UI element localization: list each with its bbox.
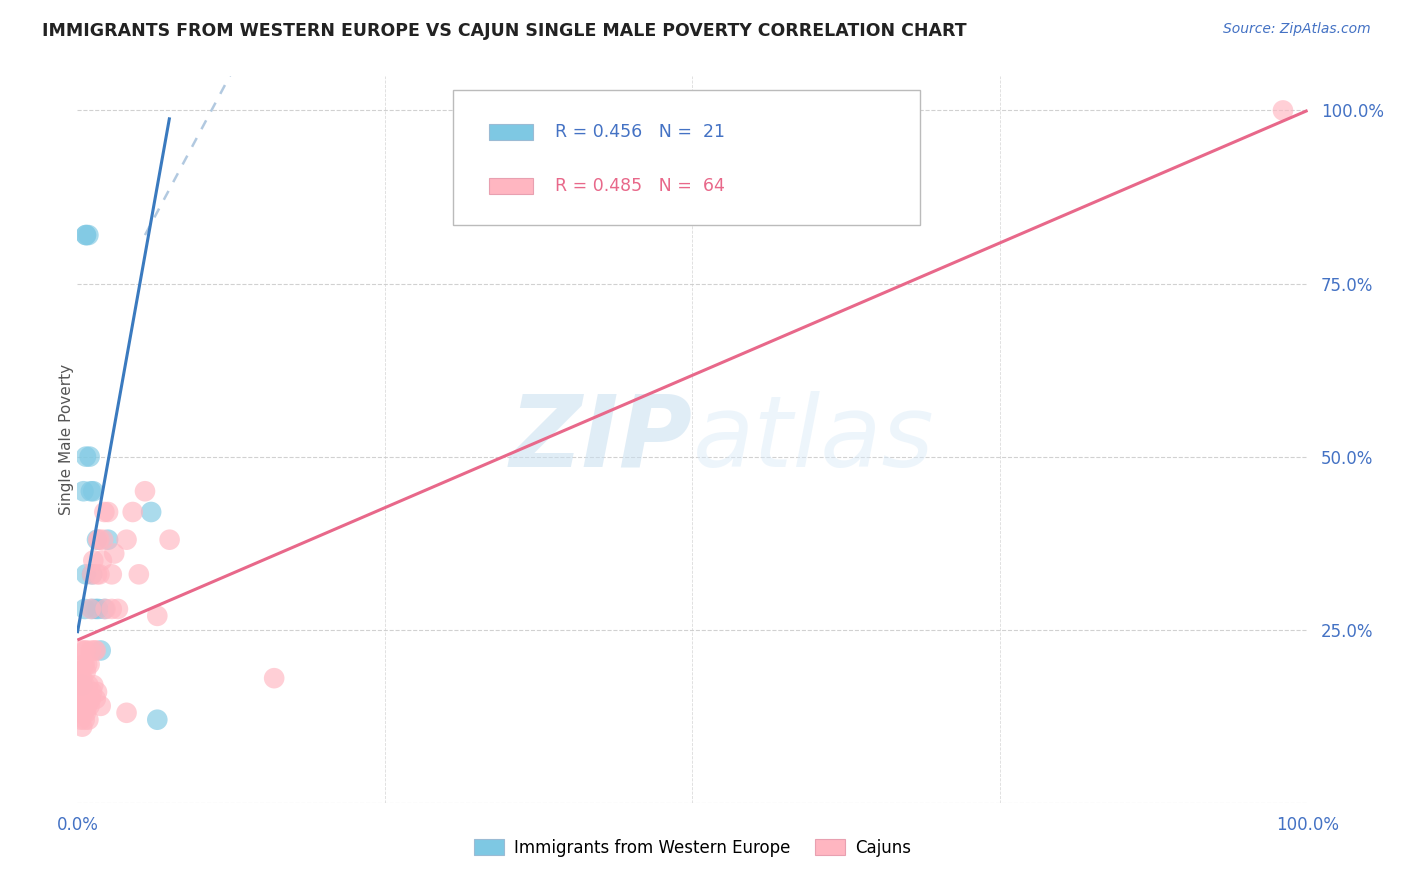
Point: [86, 685, 108, 699]
Point: [75, 665, 97, 679]
Point: [73, 713, 96, 727]
Text: R = 0.485   N =  64: R = 0.485 N = 64: [555, 177, 724, 194]
Point: [69, 706, 91, 720]
Point: [1272, 103, 1295, 118]
Point: [72, 706, 94, 720]
Point: [82, 602, 104, 616]
Point: [67, 698, 90, 713]
Text: IMMIGRANTS FROM WESTERN EUROPE VS CAJUN SINGLE MALE POVERTY CORRELATION CHART: IMMIGRANTS FROM WESTERN EUROPE VS CAJUN …: [42, 22, 967, 40]
Point: [121, 505, 143, 519]
Point: [115, 533, 138, 547]
Point: [89, 533, 111, 547]
Point: [70, 643, 93, 657]
Point: [89, 567, 111, 582]
Point: [75, 685, 97, 699]
Text: Source: ZipAtlas.com: Source: ZipAtlas.com: [1223, 22, 1371, 37]
Point: [70, 678, 93, 692]
Point: [97, 505, 120, 519]
Point: [73, 692, 96, 706]
Text: ZIP: ZIP: [509, 391, 693, 488]
Point: [76, 657, 98, 672]
Point: [128, 567, 150, 582]
Point: [87, 533, 110, 547]
Point: [115, 706, 138, 720]
FancyBboxPatch shape: [489, 178, 533, 194]
Point: [80, 602, 103, 616]
FancyBboxPatch shape: [489, 124, 533, 140]
Point: [73, 657, 96, 672]
Point: [101, 567, 124, 582]
Point: [87, 602, 110, 616]
Point: [93, 505, 115, 519]
Point: [134, 484, 156, 499]
Point: [70, 671, 93, 685]
Point: [75, 567, 97, 582]
Point: [97, 533, 120, 547]
Point: [77, 713, 100, 727]
Point: [141, 505, 163, 519]
Point: [94, 602, 117, 616]
Point: [70, 671, 93, 685]
Point: [67, 678, 90, 692]
Point: [90, 643, 112, 657]
Point: [93, 602, 115, 616]
Point: [82, 678, 104, 692]
Point: [86, 567, 108, 582]
Point: [84, 643, 107, 657]
Point: [70, 720, 93, 734]
Point: [90, 698, 112, 713]
Point: [75, 228, 97, 243]
Point: [73, 602, 96, 616]
Point: [86, 533, 108, 547]
Point: [77, 678, 100, 692]
Point: [73, 678, 96, 692]
Legend: Immigrants from Western Europe, Cajuns: Immigrants from Western Europe, Cajuns: [467, 832, 918, 863]
Point: [84, 692, 107, 706]
Point: [79, 698, 101, 713]
Point: [75, 450, 97, 464]
Point: [80, 692, 103, 706]
Point: [75, 706, 97, 720]
Point: [79, 657, 101, 672]
Point: [70, 692, 93, 706]
Point: [159, 533, 181, 547]
Point: [82, 553, 104, 567]
Point: [72, 484, 94, 499]
Text: R = 0.456   N =  21: R = 0.456 N = 21: [555, 123, 725, 141]
Point: [80, 484, 103, 499]
Point: [101, 602, 124, 616]
Point: [103, 547, 125, 561]
Y-axis label: Single Male Poverty: Single Male Poverty: [59, 364, 73, 515]
Point: [72, 685, 94, 699]
Point: [91, 533, 114, 547]
Point: [82, 484, 104, 499]
Point: [82, 567, 104, 582]
Point: [77, 228, 100, 243]
Point: [263, 671, 285, 685]
Text: atlas: atlas: [693, 391, 934, 488]
Point: [72, 657, 94, 672]
Point: [79, 450, 101, 464]
Point: [80, 643, 103, 657]
Point: [70, 713, 93, 727]
Point: [84, 602, 107, 616]
Point: [67, 665, 90, 679]
Point: [75, 228, 97, 243]
Point: [75, 643, 97, 657]
Point: [90, 553, 114, 567]
Point: [83, 643, 105, 657]
Point: [146, 608, 169, 623]
Point: [146, 713, 169, 727]
Point: [69, 685, 91, 699]
FancyBboxPatch shape: [453, 90, 920, 225]
Point: [73, 643, 96, 657]
Point: [70, 698, 93, 713]
Point: [107, 602, 129, 616]
Point: [82, 567, 104, 582]
Point: [82, 685, 104, 699]
Point: [76, 698, 98, 713]
